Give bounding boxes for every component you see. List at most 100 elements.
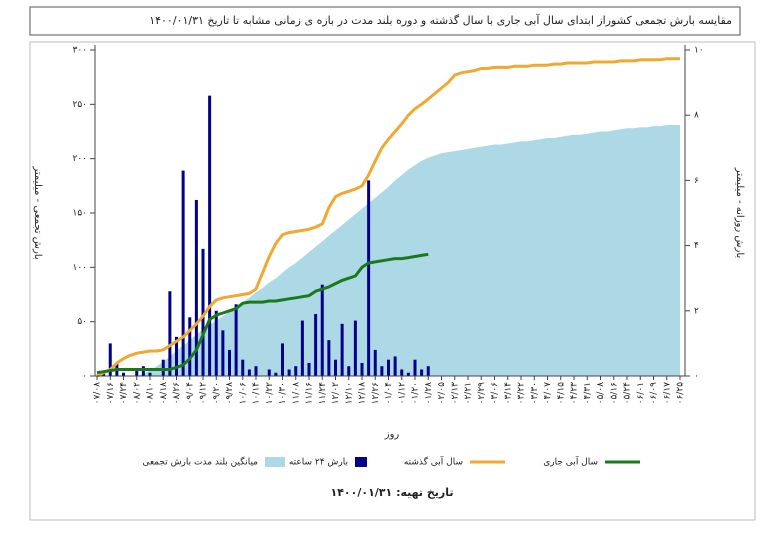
legend-label: میانگین بلند مدت بارش تجمعی — [142, 456, 258, 468]
x-tick-label: ۰۵/۰۸ — [596, 382, 606, 405]
x-tick-label: ۱۱/۲۴ — [318, 382, 328, 405]
title-box — [29, 6, 741, 36]
legend-label: سال آبی جاری — [543, 456, 598, 468]
y2-axis-title: بارش روزانه - میلیمتر — [734, 167, 745, 258]
x-tick-label: ۰۴/۳۱ — [583, 382, 593, 404]
legend-label: بارش ۲۴ ساعته — [289, 458, 348, 468]
bar — [367, 180, 371, 376]
x-tick-label: ۰۷/۰۸ — [93, 382, 103, 405]
bar — [194, 199, 198, 376]
bar — [287, 369, 291, 376]
bar — [307, 362, 311, 376]
bar — [181, 170, 185, 376]
bar — [373, 349, 377, 376]
x-tick-label: ۰۱/۲۰ — [411, 382, 421, 404]
x-tick-label: ۱۰/۳۰ — [278, 382, 288, 404]
x-tick-label: ۰۴/۰۷ — [543, 382, 553, 405]
bar — [108, 343, 112, 376]
x-tick-label: ۱۱/۱۶ — [305, 382, 315, 405]
y2-tick-label: ۶ — [694, 176, 699, 186]
bar — [294, 366, 298, 376]
x-tick-label: ۱۱/۰۸ — [291, 382, 301, 405]
bar — [168, 291, 172, 376]
bar — [300, 320, 304, 376]
y-tick-label: ۳۰۰ — [72, 46, 87, 56]
bar — [347, 366, 351, 376]
x-tick-label: ۱۲/۰۲ — [331, 382, 341, 405]
y2-tick-label: ۱۰ — [694, 46, 704, 56]
x-tick-label: ۰۴/۲۳ — [570, 382, 580, 405]
bar — [208, 95, 212, 376]
x-tick-label: ۰۵/۱۶ — [609, 382, 619, 405]
x-tick-label: ۱۲/۲۶ — [371, 382, 381, 405]
x-tick-label: ۰۷/۱۶ — [106, 382, 116, 405]
x-tick-label: ۱۲/۱۰ — [344, 382, 354, 404]
y-tick-label: ۲۵۰ — [72, 100, 87, 110]
x-tick-label: ۰۴/۱۵ — [556, 382, 566, 405]
bar — [161, 359, 165, 376]
bar — [314, 314, 318, 376]
bar — [102, 372, 106, 376]
y-tick-label: ۱۵۰ — [72, 209, 87, 219]
x-tick-label: ۰۷/۲۴ — [119, 382, 129, 405]
bar — [148, 372, 152, 376]
x-tick-label: ۰۳/۳۰ — [530, 382, 540, 404]
footer-date: تاریخ تهیه: ۱۴۰۰/۰۱/۳۱ — [330, 486, 453, 499]
bar — [247, 369, 251, 376]
legend-label: سال آبی گذشته — [404, 456, 463, 468]
x-tick-label: ۰۱/۲۸ — [424, 382, 434, 405]
chart-title: مقایسه بارش تجمعی کشوراز ابتدای سال آبی … — [149, 13, 732, 27]
line — [96, 252, 429, 375]
x-tick-label: ۱۰/۰۶ — [238, 382, 248, 405]
bar — [234, 304, 238, 376]
y-tick-label: ۵۰ — [77, 317, 87, 327]
x-tick-label: ۰۹/۰۴ — [185, 382, 195, 405]
x-tick-label: ۰۸/۲۶ — [172, 382, 182, 405]
bar — [380, 366, 384, 376]
x-tick-label: ۱۲/۱۸ — [358, 382, 368, 405]
mean-area — [97, 125, 680, 376]
y2-tick-label: ۴ — [694, 241, 699, 251]
x-tick-label: ۰۶/۲۵ — [676, 382, 686, 405]
chart-frame — [29, 41, 756, 521]
x-tick-label: ۰۵/۲۴ — [623, 382, 633, 405]
x-axis-title: روز — [384, 429, 400, 440]
bar — [387, 359, 390, 376]
y2-tick-label: ۰ — [694, 372, 699, 382]
x-tick-label: ۰۶/۰۹ — [649, 382, 659, 405]
y-tick-label: ۰ — [82, 372, 87, 382]
x-tick-label: ۰۹/۲۰ — [212, 382, 222, 404]
y2-tick-label: ۸ — [694, 111, 699, 121]
bar — [228, 349, 231, 376]
x-tick-label: ۰۲/۱۳ — [450, 382, 460, 405]
legend-swatch — [355, 457, 367, 467]
x-tick-label: ۰۸/۱۸ — [159, 382, 169, 405]
bar — [340, 323, 344, 376]
bar — [122, 372, 125, 376]
x-tick-label: ۰۱/۰۴ — [384, 382, 394, 405]
bar — [320, 284, 324, 376]
bar — [141, 366, 145, 376]
bar — [406, 372, 410, 376]
bar — [241, 359, 245, 376]
bar — [353, 320, 357, 376]
bar — [400, 369, 404, 376]
x-tick-label: ۰۳/۱۴ — [503, 382, 513, 405]
bar — [327, 340, 331, 376]
x-tick-label: ۰۸/۱۰ — [146, 382, 156, 404]
x-tick-label: ۱۰/۱۴ — [252, 382, 262, 405]
y2-tick-label: ۲ — [694, 306, 699, 316]
x-tick-label: ۰۸/۰۲ — [132, 382, 142, 405]
x-tick-label: ۱۰/۲۲ — [265, 382, 275, 405]
bar — [413, 359, 417, 376]
x-tick-label: ۰۹/۲۸ — [225, 382, 235, 405]
x-tick-label: ۰۶/۰۱ — [636, 382, 646, 404]
bar — [267, 369, 271, 376]
bar — [221, 330, 225, 376]
bar — [188, 317, 192, 376]
bar — [281, 343, 284, 376]
bar — [175, 336, 178, 376]
x-tick-label: ۰۲/۰۵ — [437, 382, 447, 405]
